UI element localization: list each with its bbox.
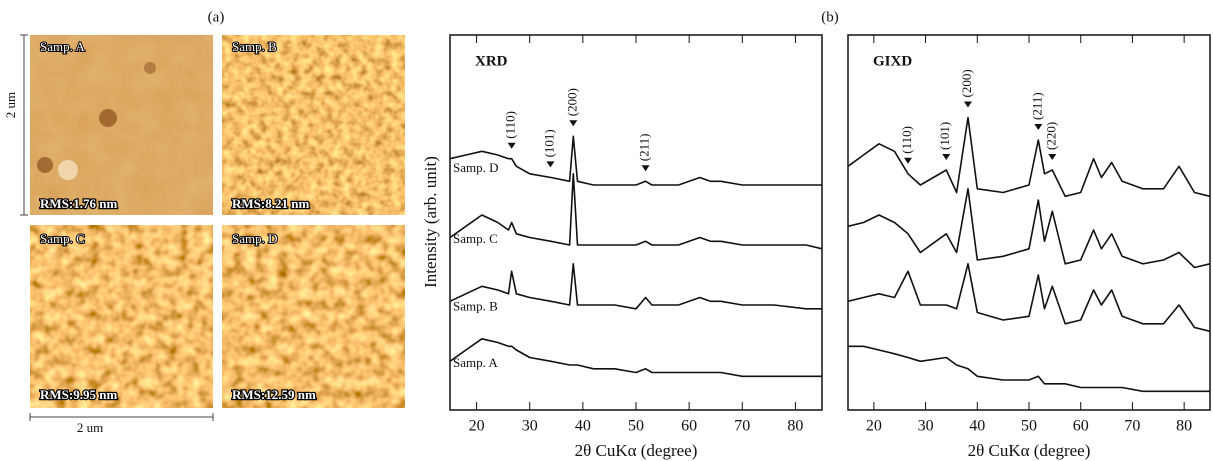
x-tick-label: 50 xyxy=(1021,418,1037,435)
x-tick-label: 80 xyxy=(787,418,803,435)
chart-title: GIXD xyxy=(873,53,912,69)
x-tick-label: 70 xyxy=(1124,418,1140,435)
x-tick-label: 30 xyxy=(918,418,934,435)
peak-marker xyxy=(963,101,972,108)
peak-marker xyxy=(903,157,912,164)
afm-image xyxy=(222,225,405,408)
peak-marker xyxy=(942,154,951,160)
scale-bar xyxy=(20,34,214,421)
x-tick-label: 60 xyxy=(681,418,697,435)
data-line xyxy=(847,116,1211,198)
peak-label: (211) xyxy=(1029,92,1044,120)
peak-label: (200) xyxy=(959,69,974,97)
x-axis-label: 2θ CuKα (degree) xyxy=(575,441,698,460)
rms-label: RMS:1.76 nm xyxy=(40,196,117,211)
chart-title: XRD xyxy=(475,53,508,69)
x-tick-label: 40 xyxy=(575,418,591,435)
data-line xyxy=(449,338,822,378)
peak-label: (110) xyxy=(503,111,518,139)
peak-marker xyxy=(569,120,578,127)
scale-label: 2 um xyxy=(77,420,103,435)
peak-label: (220) xyxy=(1043,122,1058,150)
y-axis-label: Intensity (arb. unit) xyxy=(421,156,440,288)
data-line xyxy=(847,263,1211,333)
rms-label: RMS:9.95 nm xyxy=(40,387,117,402)
peak-marker xyxy=(1048,154,1057,160)
data-line xyxy=(449,135,822,186)
panel-label: (a) xyxy=(208,9,225,25)
x-tick-label: 80 xyxy=(1176,418,1192,435)
peak-marker xyxy=(641,165,650,172)
peak-marker xyxy=(507,142,516,149)
x-axis-label: 2θ CuKα (degree) xyxy=(968,441,1091,460)
panel-label: (b) xyxy=(821,9,839,25)
x-tick-label: 30 xyxy=(522,418,538,435)
series-label: Samp. C xyxy=(453,231,498,246)
x-tick-label: 20 xyxy=(866,418,882,435)
peak-label: (101) xyxy=(937,122,952,150)
x-tick-label: 40 xyxy=(969,418,985,435)
x-tick-label: 20 xyxy=(469,418,485,435)
afm-image xyxy=(222,35,405,215)
series-label: Samp. D xyxy=(453,160,499,175)
x-tick-label: 50 xyxy=(628,418,644,435)
data-line xyxy=(848,345,1210,393)
data-line xyxy=(449,173,823,250)
peak-label: (101) xyxy=(541,129,556,157)
peak-label: (211) xyxy=(637,134,652,162)
peak-marker xyxy=(546,161,555,168)
sample-label: Samp. C xyxy=(40,231,85,246)
peak-label: (110) xyxy=(899,126,914,154)
data-line xyxy=(449,263,822,310)
sample-label: Samp. A xyxy=(40,39,85,54)
peak-label: (200) xyxy=(564,88,579,116)
scale-label: 2 um xyxy=(3,92,18,118)
afm-image xyxy=(30,35,213,215)
sample-label: Samp. D xyxy=(232,231,278,246)
data-line xyxy=(847,188,1211,269)
plot-frame xyxy=(449,34,823,411)
rms-label: RMS:12.59 nm xyxy=(232,387,316,402)
sample-label: Samp. B xyxy=(232,39,277,54)
peak-marker xyxy=(1034,124,1043,130)
series-label: Samp. A xyxy=(453,355,498,370)
series-label: Samp. B xyxy=(453,299,498,314)
afm-image xyxy=(30,225,213,408)
plot-frame xyxy=(847,34,1211,411)
x-tick-label: 70 xyxy=(734,418,750,435)
x-tick-label: 60 xyxy=(1073,418,1089,435)
rms-label: RMS:8.21 nm xyxy=(232,196,309,211)
